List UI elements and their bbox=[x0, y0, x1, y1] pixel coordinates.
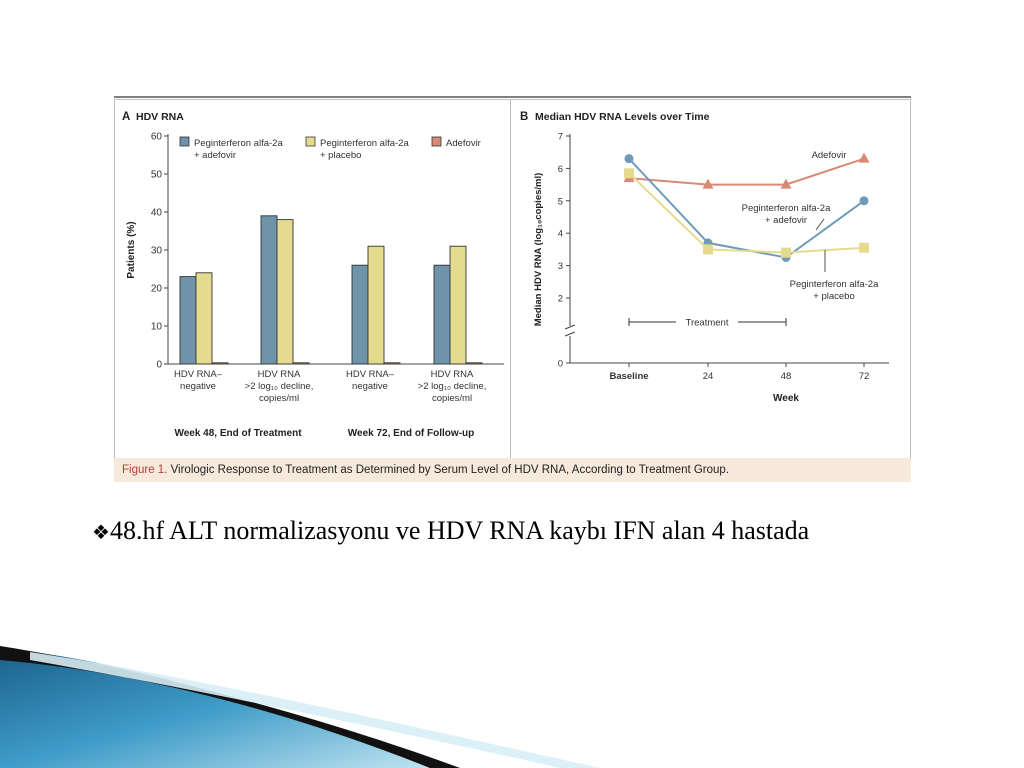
panel-b-y-tick-label: 0 bbox=[558, 359, 563, 370]
legend-label: + placebo bbox=[320, 150, 361, 161]
panel-b-y-tick-label: 4 bbox=[558, 229, 563, 240]
bar bbox=[465, 362, 483, 365]
legend-swatch bbox=[179, 136, 190, 147]
treatment-label: Treatment bbox=[686, 318, 729, 329]
category-label: >2 log₁₀ decline, bbox=[418, 381, 487, 392]
bar bbox=[292, 362, 310, 365]
bullet-text-content: 48.hf ALT normalizasyonu ve HDV RNA kayb… bbox=[109, 516, 810, 545]
bar bbox=[260, 215, 278, 365]
panel-b-x-tick-label: Baseline bbox=[609, 371, 648, 382]
panel-a-y-tick-label: 40 bbox=[151, 208, 163, 219]
panel-a-y-tick-label: 20 bbox=[151, 284, 163, 295]
bar bbox=[367, 245, 385, 365]
bullet-diamond-icon: ❖ bbox=[92, 520, 110, 544]
figure-caption-text: Virologic Response to Treatment as Deter… bbox=[167, 464, 730, 476]
category-label: copies/ml bbox=[259, 393, 299, 404]
axis-break-mark bbox=[564, 331, 576, 337]
panel-a-y-tick-label: 0 bbox=[156, 360, 162, 371]
group-label-week48: Week 48, End of Treatment bbox=[174, 428, 302, 439]
series-label: Peginterferon alfa-2a bbox=[790, 279, 879, 290]
panel-b-y-tick-label: 2 bbox=[558, 294, 563, 305]
category-label: negative bbox=[352, 381, 388, 392]
legend-label: Peginterferon alfa-2a bbox=[194, 138, 283, 149]
panel-a-title: HDV RNA bbox=[136, 111, 184, 123]
series-line bbox=[628, 157, 865, 186]
panel-a-y-tick-label: 60 bbox=[151, 132, 163, 143]
series-label: Peginterferon alfa-2a bbox=[742, 203, 831, 214]
category-label: HDV RNA bbox=[431, 369, 474, 380]
panel-b-x-tick-label: 24 bbox=[703, 371, 714, 382]
panel-a-bars bbox=[179, 215, 483, 365]
panel-a-ylabel: Patients (%) bbox=[126, 221, 137, 278]
data-point bbox=[702, 178, 714, 189]
treatment-annotation: Treatment bbox=[628, 318, 787, 329]
data-point bbox=[703, 244, 713, 255]
axis-break-mark bbox=[564, 324, 576, 330]
bar bbox=[179, 276, 197, 365]
series-label-leader bbox=[815, 218, 825, 231]
panel-a-y-tick-label: 50 bbox=[151, 170, 163, 181]
category-label: HDV RNA bbox=[258, 369, 301, 380]
legend-swatch bbox=[305, 136, 316, 147]
data-point bbox=[858, 152, 870, 163]
bar bbox=[211, 362, 229, 365]
data-point bbox=[859, 196, 869, 206]
data-point bbox=[781, 247, 791, 258]
bullet-text: ❖48.hf ALT normalizasyonu ve HDV RNA kay… bbox=[92, 514, 932, 549]
panel-b-y-tick-label: 5 bbox=[558, 196, 563, 207]
panel-a-y-tick-label: 30 bbox=[151, 246, 163, 257]
category-label: negative bbox=[180, 381, 216, 392]
data-point bbox=[780, 178, 792, 189]
bar bbox=[449, 245, 467, 365]
figure: A HDV RNA Patients (%) 0 10 20 30 40 50 60 Peg… bbox=[114, 96, 911, 482]
figure-caption-label: Figure 1. bbox=[122, 464, 168, 476]
category-label: copies/ml bbox=[432, 393, 472, 404]
legend-label: Peginterferon alfa-2a bbox=[320, 138, 409, 149]
series-label: + adefovir bbox=[765, 215, 807, 226]
panel-b-letter: B bbox=[520, 111, 528, 123]
data-point bbox=[624, 154, 634, 164]
legend-swatch bbox=[431, 136, 442, 147]
data-point bbox=[624, 168, 634, 179]
figure-caption: Figure 1. Virologic Response to Treatmen… bbox=[114, 458, 911, 482]
panel-a-legend: Peginterferon alfa-2a+ adefovirPeginterf… bbox=[179, 136, 481, 161]
data-point bbox=[859, 242, 869, 253]
bar bbox=[433, 264, 451, 365]
panel-b-title: Median HDV RNA Levels over Time bbox=[535, 111, 710, 123]
legend-label: + adefovir bbox=[194, 150, 236, 161]
category-label: >2 log₁₀ decline, bbox=[245, 381, 314, 392]
bar bbox=[195, 272, 213, 365]
panel-a-y-tick-label: 10 bbox=[151, 322, 163, 333]
panel-a-letter: A bbox=[122, 111, 130, 123]
series-label: Adefovir bbox=[812, 150, 847, 161]
panel-b-x-tick-label: 48 bbox=[781, 371, 792, 382]
panel-b-y-tick-label: 7 bbox=[558, 132, 563, 143]
legend-label: Adefovir bbox=[446, 138, 481, 149]
panel-b-ylabel: Median HDV RNA (log₁₀copies/ml) bbox=[533, 173, 544, 327]
group-label-week72: Week 72, End of Follow-up bbox=[348, 428, 475, 439]
bar bbox=[351, 264, 369, 365]
panel-b-y-tick-label: 6 bbox=[558, 164, 563, 175]
category-label: HDV RNA– bbox=[174, 369, 223, 380]
category-label: HDV RNA– bbox=[346, 369, 395, 380]
bar bbox=[383, 362, 401, 365]
bar bbox=[276, 219, 294, 365]
panel-b-x-tick-label: 72 bbox=[859, 371, 870, 382]
panel-b-axes: 0 2 3 4 5 6 7 Baseline 24 48 72 bbox=[558, 132, 889, 382]
panel-b-y-tick-label: 3 bbox=[558, 261, 563, 272]
panel-b-xlabel: Week bbox=[773, 393, 799, 404]
series-label: + placebo bbox=[813, 291, 854, 302]
